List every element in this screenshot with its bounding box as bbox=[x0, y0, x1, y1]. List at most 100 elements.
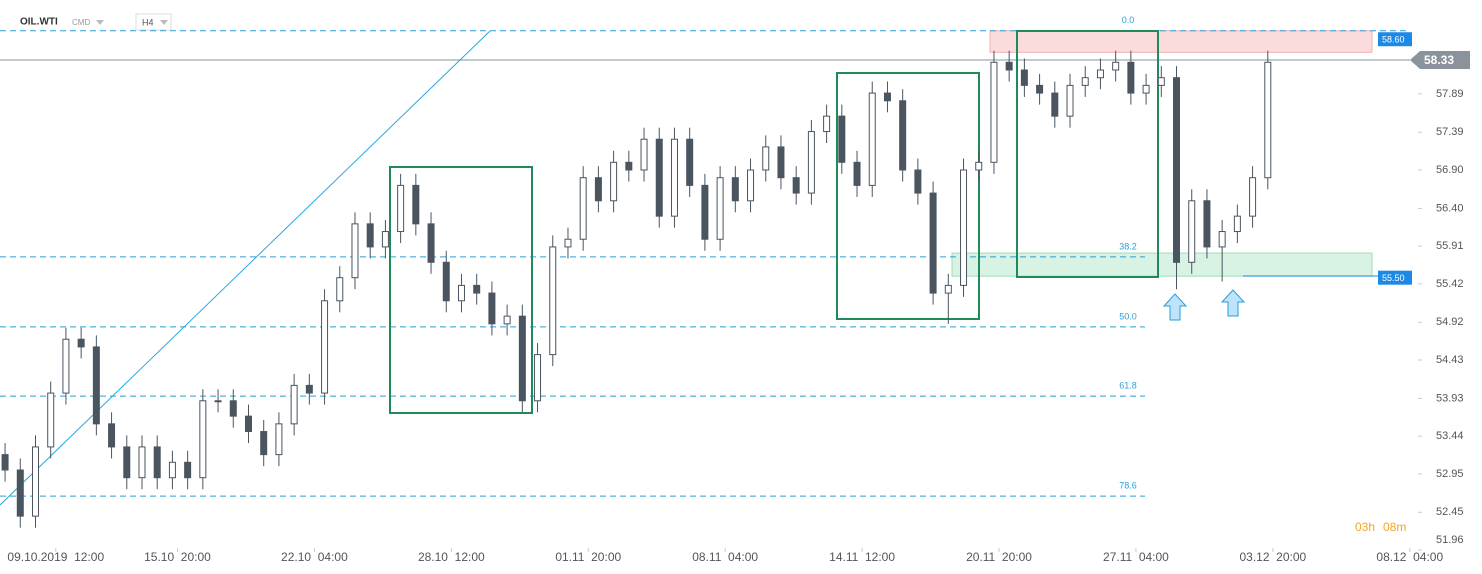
candle-body bbox=[929, 192, 937, 294]
market: CMD bbox=[72, 18, 90, 27]
price-tag: 58.33 bbox=[1410, 51, 1470, 69]
box bbox=[389, 166, 533, 414]
candle-body bbox=[1188, 200, 1196, 263]
candle-body bbox=[853, 161, 861, 186]
price-tag: 55.50 bbox=[1378, 270, 1412, 285]
box bbox=[1016, 30, 1159, 278]
candle-body bbox=[108, 423, 116, 448]
candle-body bbox=[883, 92, 891, 102]
y-tick-label: 54.43 bbox=[1436, 354, 1464, 366]
candle-body bbox=[336, 277, 344, 302]
y-tick-label: 53.44 bbox=[1436, 430, 1464, 442]
candle-body bbox=[199, 400, 207, 479]
candle-body bbox=[1051, 92, 1059, 117]
symbol: OIL.WTI bbox=[20, 17, 58, 28]
x-tick-label: 08.11 04:00 bbox=[692, 550, 758, 564]
x-tick-label: 20.11 20:00 bbox=[966, 550, 1032, 564]
candle-body bbox=[16, 469, 24, 517]
candle-body bbox=[731, 177, 739, 202]
candle-body bbox=[640, 138, 648, 171]
candle-body bbox=[1218, 231, 1226, 248]
y-tick-label: 52.45 bbox=[1436, 506, 1464, 518]
x-tick-label: 08.12 04:00 bbox=[1376, 550, 1443, 564]
y-tick-label: 53.93 bbox=[1436, 392, 1464, 404]
candle-body bbox=[701, 184, 709, 240]
candle-body bbox=[823, 115, 831, 133]
y-tick-label: 55.91 bbox=[1436, 240, 1464, 252]
x-tick-label: 01.11 20:00 bbox=[555, 550, 621, 564]
candle-body bbox=[473, 284, 481, 294]
candle-body bbox=[716, 177, 724, 240]
candle-body bbox=[47, 392, 55, 448]
price-tag-label: 58.60 bbox=[1382, 35, 1405, 45]
candle-body bbox=[670, 138, 678, 217]
x-tick-label: 14.11 12:00 bbox=[829, 550, 895, 564]
candle-body bbox=[1127, 61, 1135, 94]
candle-body bbox=[1112, 61, 1120, 71]
candle-body bbox=[1173, 77, 1181, 263]
candle-body bbox=[610, 161, 618, 202]
candle-body bbox=[777, 146, 785, 179]
dropdown-icon[interactable] bbox=[96, 20, 104, 25]
candle-body bbox=[488, 292, 496, 325]
price-tag-box bbox=[1378, 270, 1412, 285]
candle-body bbox=[457, 284, 465, 302]
candle-body bbox=[549, 246, 557, 356]
trend-line bbox=[0, 30, 491, 506]
y-tick-label: 57.89 bbox=[1436, 88, 1464, 100]
candle-body bbox=[62, 338, 70, 394]
zone bbox=[951, 252, 1373, 277]
candle-body bbox=[31, 446, 39, 517]
candle-body bbox=[321, 300, 329, 394]
price-tag-box bbox=[1410, 51, 1470, 69]
timer-hours: 03h bbox=[1355, 520, 1375, 534]
fib-label: 78.6 bbox=[1119, 481, 1137, 491]
x-tick-label: 27.11 04:00 bbox=[1103, 550, 1169, 564]
interval[interactable]: H4 bbox=[142, 17, 154, 27]
dropdown-icon[interactable] bbox=[160, 20, 168, 25]
candle-body bbox=[153, 446, 161, 479]
candle-body bbox=[290, 384, 298, 425]
candle-body bbox=[138, 446, 146, 479]
candle-body bbox=[184, 461, 192, 479]
arrow-up bbox=[1162, 293, 1188, 321]
candle-body bbox=[503, 315, 511, 325]
candle-body bbox=[214, 400, 222, 403]
y-tick-label: 52.95 bbox=[1436, 468, 1464, 480]
interval-box[interactable] bbox=[135, 13, 172, 31]
y-tick-label: 55.42 bbox=[1436, 278, 1464, 290]
candle-body bbox=[655, 138, 663, 217]
candle-body bbox=[1203, 200, 1211, 248]
y-tick-label: 57.39 bbox=[1436, 126, 1464, 138]
candle-body bbox=[960, 169, 968, 286]
candle-body bbox=[914, 169, 922, 194]
fib-label: 0.0 bbox=[1122, 15, 1135, 25]
price-tag-label: 58.33 bbox=[1424, 53, 1454, 67]
candle-body bbox=[351, 223, 359, 279]
candle-body bbox=[229, 400, 237, 417]
x-tick-label: 09.10.2019 12:00 bbox=[7, 550, 104, 564]
candle-body bbox=[397, 184, 405, 233]
candle-body bbox=[168, 461, 176, 479]
candle-body bbox=[305, 384, 313, 394]
candle-body bbox=[381, 231, 389, 248]
price-tag: 58.60 bbox=[1378, 32, 1412, 47]
candle-body bbox=[534, 354, 542, 402]
candle-body bbox=[275, 423, 283, 456]
x-tick-label: 03.12 20:00 bbox=[1239, 550, 1306, 564]
candle-body bbox=[1233, 215, 1241, 233]
candle-body bbox=[594, 177, 602, 202]
candle-body bbox=[92, 346, 100, 425]
candle-body bbox=[412, 184, 420, 225]
candle-body bbox=[1036, 84, 1044, 94]
candle-body bbox=[1157, 77, 1165, 86]
y-tick-label: 51.96 bbox=[1436, 534, 1464, 546]
candle-body bbox=[686, 138, 694, 186]
candle-body bbox=[762, 146, 770, 171]
y-tick-label: 54.92 bbox=[1436, 316, 1464, 328]
fib-label: 50.0 bbox=[1119, 311, 1137, 321]
y-tick-label: 56.40 bbox=[1436, 202, 1464, 214]
candle-body bbox=[1020, 69, 1028, 86]
candle-body bbox=[807, 131, 815, 194]
